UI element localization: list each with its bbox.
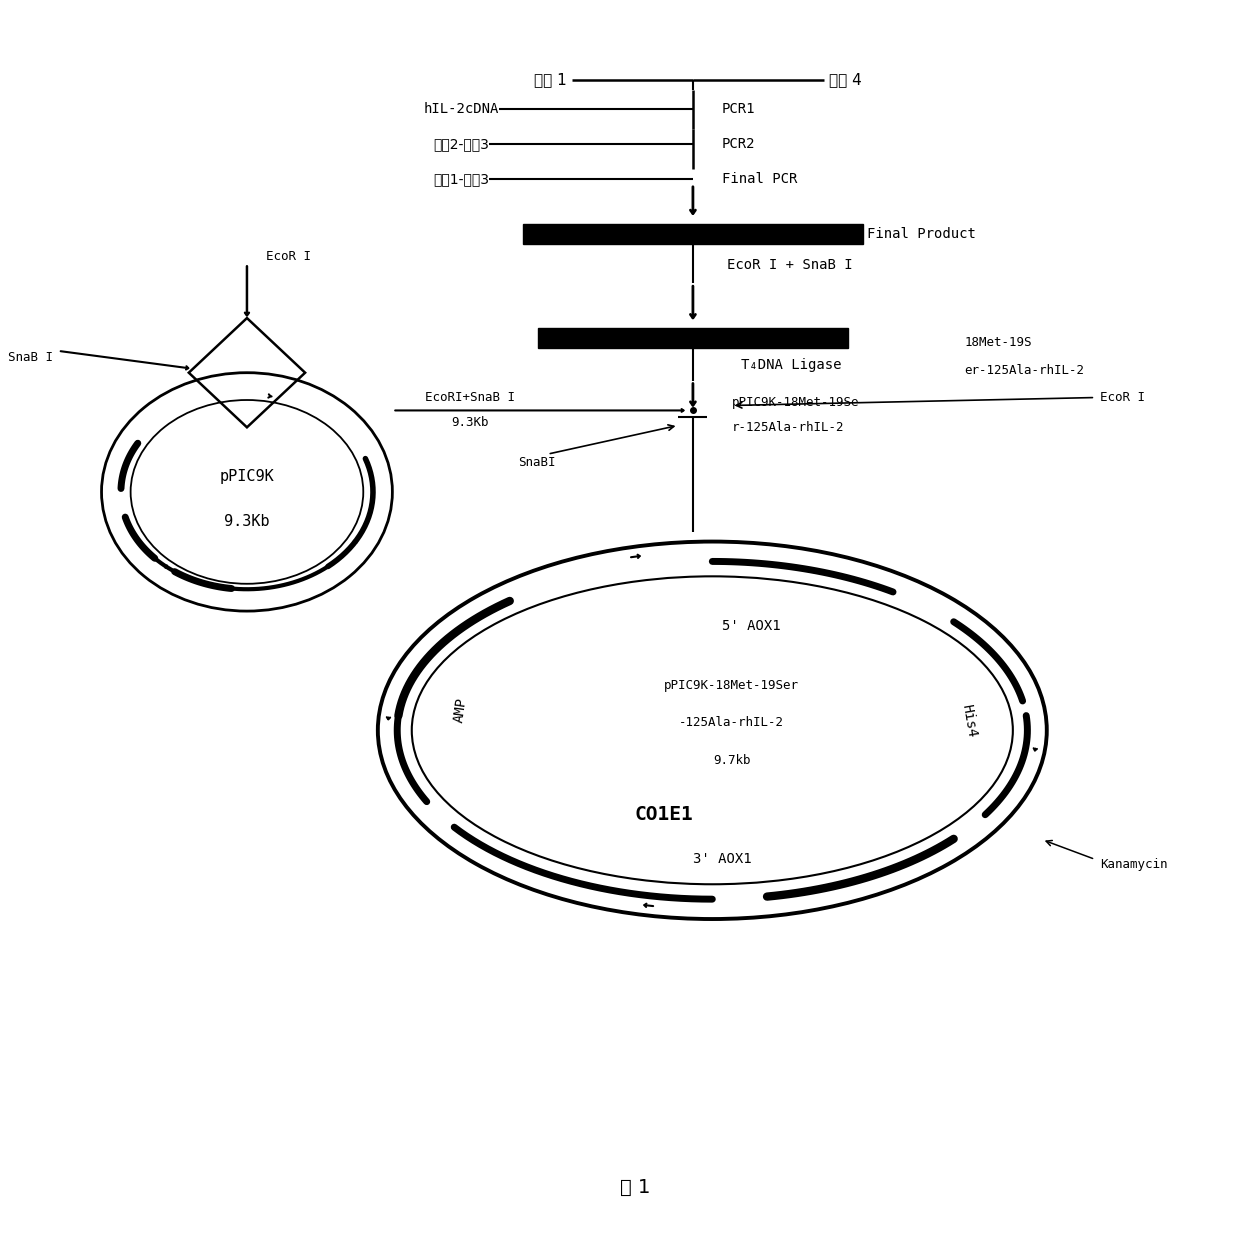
Text: pPIC9K-18Met-19Ser: pPIC9K-18Met-19Ser <box>665 679 800 692</box>
Text: His4: His4 <box>960 703 980 738</box>
Bar <box>523 224 863 244</box>
Text: 引物 1: 引物 1 <box>534 73 567 88</box>
Text: 引物1-引物3: 引物1-引物3 <box>433 171 490 186</box>
Text: 图 1: 图 1 <box>620 1177 650 1197</box>
Text: r-125Ala-rhIL-2: r-125Ala-rhIL-2 <box>732 420 844 434</box>
Text: EcoR I: EcoR I <box>1100 392 1145 404</box>
Text: Kanamycin: Kanamycin <box>1100 858 1168 871</box>
Bar <box>538 328 848 348</box>
Text: 9.3Kb: 9.3Kb <box>451 415 489 429</box>
Text: PCR2: PCR2 <box>722 138 755 151</box>
Text: EcoR I: EcoR I <box>267 250 311 263</box>
Text: 9.7kb: 9.7kb <box>713 753 750 767</box>
Text: CO1E1: CO1E1 <box>635 806 693 824</box>
Text: -125Ala-rhIL-2: -125Ala-rhIL-2 <box>680 716 784 729</box>
Text: hIL-2cDNA: hIL-2cDNA <box>424 103 498 116</box>
Text: EcoRI+SnaB I: EcoRI+SnaB I <box>425 392 515 404</box>
Text: 引物2-引物3: 引物2-引物3 <box>434 138 490 151</box>
Text: er-125Ala-rhIL-2: er-125Ala-rhIL-2 <box>965 364 1084 378</box>
Text: PCR1: PCR1 <box>722 103 755 116</box>
Text: 5' AOX1: 5' AOX1 <box>722 619 780 633</box>
Text: Final PCR: Final PCR <box>722 171 797 186</box>
Text: Final Product: Final Product <box>868 226 976 240</box>
Text: pPIC9K-18Met-19Se: pPIC9K-18Met-19Se <box>732 397 859 409</box>
Text: pPIC9K: pPIC9K <box>219 469 274 484</box>
Text: SnaBI: SnaBI <box>518 455 556 469</box>
Text: 引物 4: 引物 4 <box>828 73 862 88</box>
Text: SnaB I: SnaB I <box>7 352 53 364</box>
Text: 18Met-19S: 18Met-19S <box>965 337 1032 349</box>
Text: 3' AOX1: 3' AOX1 <box>693 852 751 867</box>
Text: AMP: AMP <box>451 697 469 724</box>
Text: EcoR I + SnaB I: EcoR I + SnaB I <box>727 259 852 273</box>
Text: 9.3Kb: 9.3Kb <box>224 514 270 529</box>
Text: T₄DNA Ligase: T₄DNA Ligase <box>742 358 842 372</box>
